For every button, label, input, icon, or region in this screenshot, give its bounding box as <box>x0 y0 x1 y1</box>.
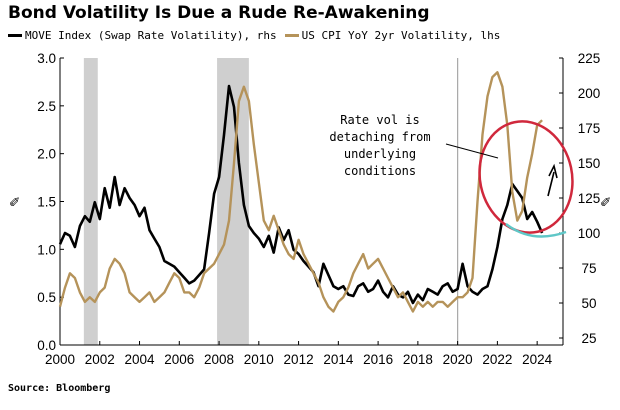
x-tick-label-0: 2000 <box>45 352 75 367</box>
x-tick-label-1: 2002 <box>85 352 115 367</box>
annotation-line-0: Rate vol is <box>340 113 419 127</box>
right-tick-label-6: 175 <box>578 121 601 136</box>
right-tick-label-5: 150 <box>578 156 601 171</box>
legend-item-move: MOVE Index (Swap Rate Volatility), rhs <box>8 29 277 42</box>
legend: MOVE Index (Swap Rate Volatility), rhs U… <box>8 29 508 42</box>
x-tick-label-8: 2016 <box>363 352 393 367</box>
x-tick-label-5: 2010 <box>244 352 274 367</box>
source-note: Source: Bloomberg <box>8 383 111 394</box>
x-tick-label-2: 2004 <box>125 352 156 367</box>
chart-title: Bond Volatility Is Due a Rude Re-Awakeni… <box>8 3 430 23</box>
left-tick-label-1: 0.5 <box>37 290 56 305</box>
series-line-cpi <box>58 71 543 313</box>
legend-label-move: MOVE Index (Swap Rate Volatility), rhs <box>25 29 277 42</box>
right-tick-label-4: 125 <box>578 191 601 206</box>
left-tick-label-0: 0.0 <box>37 338 56 353</box>
x-tick-label-3: 2006 <box>164 352 194 367</box>
x-tick-label-4: 2008 <box>204 352 234 367</box>
left-tick-label-5: 2.5 <box>37 99 56 114</box>
trend-arrow-head <box>548 163 558 179</box>
legend-label-cpi: US CPI YoY 2yr Volatility, lhs <box>301 29 501 42</box>
right-tick-label-8: 225 <box>578 51 601 66</box>
left-axis-pen-mark: ✐ <box>9 195 20 210</box>
series-line-move <box>58 84 544 305</box>
x-tick-label-7: 2014 <box>323 352 354 367</box>
left-tick-label-6: 3.0 <box>37 51 56 66</box>
left-tick-label-4: 2.0 <box>37 147 56 162</box>
highlight-arc <box>505 223 567 238</box>
x-tick-label-6: 2012 <box>284 352 314 367</box>
trend-arrow-shaft <box>547 171 555 197</box>
right-tick-label-0: 25 <box>581 331 596 346</box>
highlight-circle <box>478 120 574 234</box>
right-tick-label-7: 200 <box>578 86 601 101</box>
x-tick-label-12: 2024 <box>522 352 553 367</box>
legend-swatch-cpi <box>284 34 299 37</box>
right-tick-label-1: 50 <box>581 296 596 311</box>
right-tick-label-3: 100 <box>578 226 601 241</box>
recession-band-0 <box>83 58 98 345</box>
x-tick-label-10: 2020 <box>443 352 473 367</box>
legend-item-cpi: US CPI YoY 2yr Volatility, lhs <box>284 29 501 42</box>
x-tick-label-9: 2018 <box>403 352 433 367</box>
left-tick-label-2: 1.0 <box>37 242 56 257</box>
annotation-line-1: detaching from <box>329 130 430 144</box>
annotation-connector <box>445 143 499 159</box>
right-axis-pen-mark: ✐ <box>600 195 611 210</box>
x-tick-label-11: 2022 <box>482 352 512 367</box>
legend-swatch-move <box>8 34 22 37</box>
right-tick-label-2: 75 <box>581 261 596 276</box>
annotation-line-2: underlying <box>344 147 416 161</box>
annotation-line-3: conditions <box>344 164 416 178</box>
left-tick-label-3: 1.5 <box>37 195 56 210</box>
